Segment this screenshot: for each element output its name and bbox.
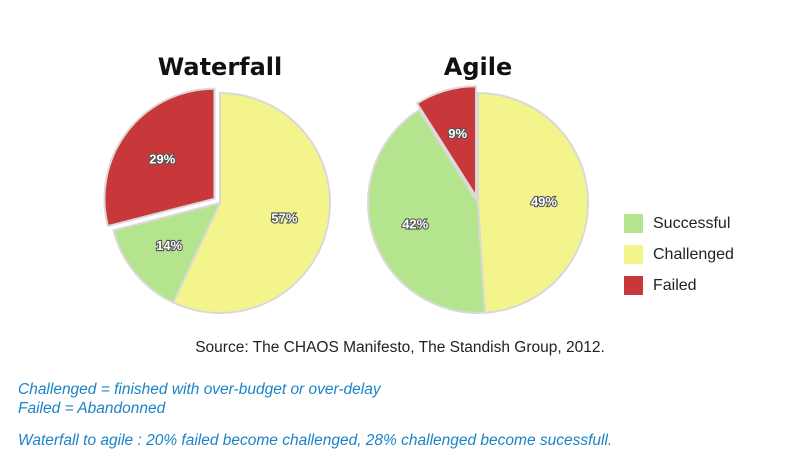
- legend-label-failed: Failed: [653, 276, 697, 294]
- source-caption: Source: The CHAOS Manifesto, The Standis…: [195, 339, 605, 356]
- agile-pie: Agile 42% 49% 9%: [367, 53, 589, 314]
- waterfall-title: Waterfall: [158, 53, 283, 81]
- agile-slice-failed: [415, 85, 478, 200]
- note-challenged-definition: Challenged = finished with over-budget o…: [18, 381, 381, 398]
- waterfall-slice-failed: [103, 87, 216, 228]
- legend-swatch-successful: [624, 214, 643, 233]
- waterfall-pie: Waterfall 14% 57% 29%: [103, 53, 331, 314]
- legend-item-successful: Successful: [624, 208, 734, 239]
- legend-label-successful: Successful: [653, 214, 731, 232]
- waterfall-label-failed: 29%: [149, 151, 175, 166]
- agile-title: Agile: [444, 53, 512, 81]
- legend: Successful Challenged Failed: [624, 208, 734, 301]
- legend-label-challenged: Challenged: [653, 245, 734, 263]
- pie-charts: Waterfall 14% 57% 29% Agile 42% 49% 9%: [103, 53, 589, 314]
- agile-label-successful: 42%: [402, 216, 428, 231]
- waterfall-label-successful: 14%: [156, 238, 182, 253]
- legend-item-failed: Failed: [624, 270, 734, 301]
- waterfall-label-challenged: 57%: [271, 210, 297, 225]
- legend-swatch-challenged: [624, 245, 643, 264]
- legend-swatch-failed: [624, 276, 643, 295]
- agile-slice-successful: [367, 108, 486, 314]
- agile-label-failed: 9%: [448, 126, 467, 141]
- waterfall-slice-challenged: [171, 91, 331, 314]
- legend-item-challenged: Challenged: [624, 239, 734, 270]
- agile-label-challenged: 49%: [531, 194, 557, 209]
- waterfall-slice-successful: [112, 201, 222, 304]
- note-failed-definition: Failed = Abandonned: [18, 400, 166, 417]
- agile-slice-challenged: [477, 91, 589, 314]
- note-waterfall-to-agile: Waterfall to agile : 20% failed become c…: [18, 432, 613, 449]
